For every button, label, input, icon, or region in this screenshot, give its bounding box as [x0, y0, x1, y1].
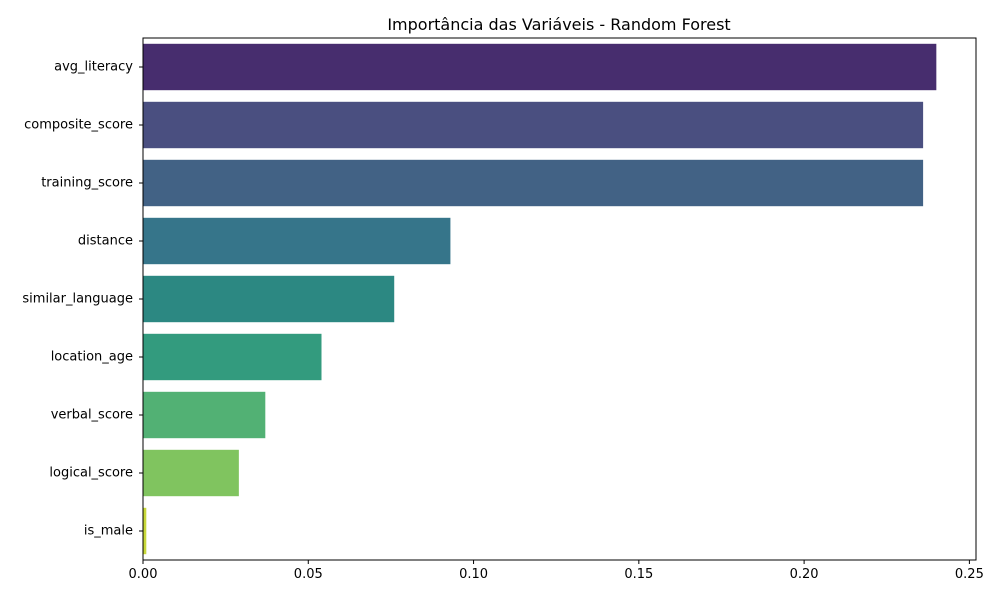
y-tick-label: verbal_score: [51, 408, 133, 423]
y-axis: avg_literacy composite_score training_scor…: [22, 60, 143, 539]
bar-is-male: [143, 507, 147, 555]
bar-avg-literacy: [143, 43, 937, 91]
bar-verbal-score: [143, 391, 266, 439]
x-tick-label: 0.15: [624, 567, 653, 582]
y-tick-label: logical_score: [49, 466, 133, 481]
y-tick-label: similar_language: [22, 292, 133, 307]
y-tick-label: training_score: [41, 176, 133, 191]
x-tick-label: 0.25: [955, 567, 984, 582]
y-tick-label: composite_score: [24, 118, 133, 133]
y-tick-label: is_male: [84, 524, 133, 539]
x-tick-label: 0.20: [790, 567, 819, 582]
x-tick-label: 0.10: [459, 567, 488, 582]
x-tick-label: 0.05: [294, 567, 323, 582]
bar-training-score: [143, 159, 924, 207]
bars-layer: [143, 43, 937, 555]
chart-title: Importância das Variáveis - Random Fores…: [387, 15, 730, 34]
bar-location-age: [143, 333, 322, 381]
y-tick-label: location_age: [51, 350, 133, 365]
bar-distance: [143, 217, 451, 265]
x-tick-label: 0.00: [129, 567, 158, 582]
y-tick-label: distance: [78, 234, 133, 249]
y-tick-label: avg_literacy: [54, 60, 133, 75]
plot-frame: [142, 37, 977, 561]
bar-similar-language: [143, 275, 395, 323]
bar-logical-score: [143, 449, 239, 497]
bar-composite-score: [143, 101, 924, 149]
x-axis: 0.00 0.05 0.10 0.15 0.20 0.25: [129, 560, 984, 582]
